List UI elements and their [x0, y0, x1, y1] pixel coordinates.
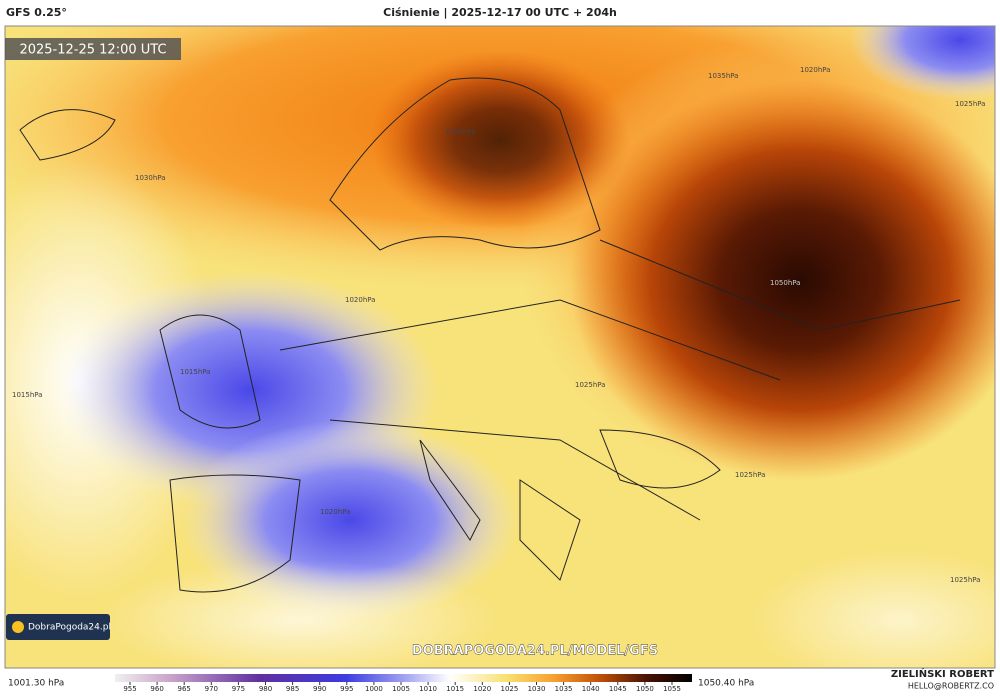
colorbar-tick-label: 1050: [636, 685, 654, 692]
logo-badge: [6, 614, 110, 640]
legend-max: 1050.40 hPa: [698, 679, 754, 689]
isobar-label: 1035hPa: [708, 72, 738, 80]
logo: DobraPogoda24.pl: [28, 623, 111, 633]
isobar-label: 1025hPa: [950, 576, 980, 584]
high-core: [570, 80, 995, 480]
author-name: ZIELIŃSKI ROBERT: [891, 667, 994, 680]
colorbar-tick-label: 990: [313, 685, 326, 692]
colorbar-tick-label: 1000: [365, 685, 383, 692]
colorbar-tick-label: 1025: [500, 685, 518, 692]
colorbar-ticks: 955 960 965 970 975 980 985 990 995 1000 1005 1010 1…: [123, 682, 681, 693]
model-name: GFS 0.25°: [6, 6, 67, 19]
colorbar-tick-label: 1040: [582, 685, 600, 692]
colorbar-tick-label: 955: [123, 685, 136, 692]
colorbar-tick-label: 1045: [609, 685, 627, 692]
colorbar-tick-label: 980: [259, 685, 272, 692]
isobar-label: 1025hPa: [735, 471, 765, 479]
map-title: Ciśnienie | 2025-12-17 00 UTC + 204h: [383, 6, 617, 19]
colorbar-tick-label: 970: [205, 685, 218, 692]
neutral-zone: [100, 560, 500, 668]
isobar-label: 1025hPa: [955, 100, 985, 108]
high-core: [370, 50, 630, 230]
valid-time: 2025-12-25 12:00 UTC: [19, 43, 166, 58]
isobar-label: 1020hPa: [800, 66, 830, 74]
isobar-label: 1050hPa: [445, 128, 475, 136]
neutral-zone: [750, 550, 995, 668]
colorbar-tick-label: 1020: [473, 685, 491, 692]
author-email: HELLO@ROBERTZ.CO: [908, 682, 994, 691]
low-pressure: [850, 26, 995, 100]
isobar-label: 1020hPa: [320, 508, 350, 516]
isobar-label: 1020hPa: [345, 296, 375, 304]
coastlines: [19, 77, 961, 593]
colorbar-tick-label: 1010: [419, 685, 437, 692]
legend-min: 1001.30 hPa: [8, 679, 64, 689]
colorbar-tick-label: 985: [286, 685, 299, 692]
colorbar-tick-label: 1055: [663, 685, 681, 692]
colorbar-tick-label: 1005: [392, 685, 410, 692]
map-frame: [4, 25, 996, 669]
logo-icon: [12, 621, 24, 633]
isobar-label: 1030hPa: [135, 174, 165, 182]
isobar-label: 1015hPa: [180, 368, 210, 376]
colorbar-tick-label: 960: [150, 685, 163, 692]
isobar-label: 1050hPa: [770, 279, 800, 287]
colorbar-tick-label: 1015: [446, 685, 464, 692]
colorbar: [115, 674, 692, 682]
isobar-label: 1025hPa: [575, 381, 605, 389]
isobar-labels: 1020hPa 1025hPa 1030hPa 1050hPa 1050hPa …: [12, 66, 985, 584]
colorbar-tick-label: 1035: [555, 685, 573, 692]
colorbar-tick-label: 995: [340, 685, 353, 692]
time-badge: [5, 38, 181, 60]
watermark: DOBRAPOGODA24.PL/MODEL/GFS: [412, 644, 658, 659]
isobar-label: 1015hPa: [12, 391, 42, 399]
colorbar-tick-label: 965: [178, 685, 191, 692]
colorbar-tick-label: 1030: [528, 685, 546, 692]
colorbar-tick-label: 975: [232, 685, 245, 692]
